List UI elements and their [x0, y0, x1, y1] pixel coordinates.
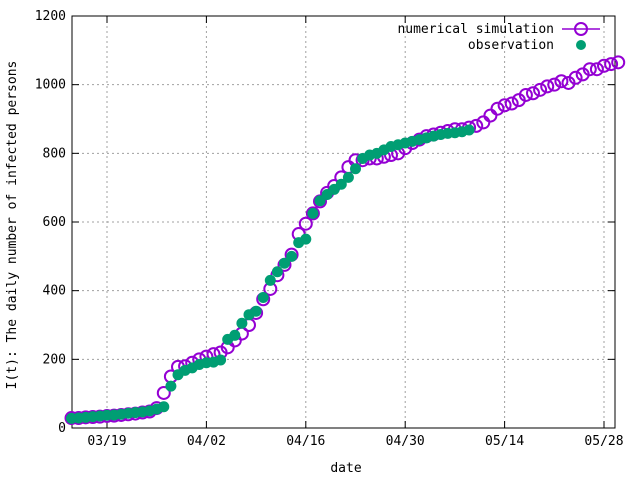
- simulation-point: [540, 79, 555, 94]
- x-tick-label: 05/14: [485, 434, 524, 449]
- observation-point: [279, 257, 290, 269]
- x-tick-label: 05/28: [584, 434, 623, 449]
- observation-point: [271, 266, 283, 278]
- simulation-point: [568, 70, 583, 85]
- observation-point: [350, 163, 361, 175]
- observation-point: [158, 401, 170, 413]
- y-tick-label: 1200: [35, 9, 66, 24]
- y-tick-label: 200: [43, 352, 66, 367]
- y-tick-label: 600: [43, 215, 66, 230]
- data-markers: [64, 55, 626, 426]
- y-tick-label: 400: [43, 284, 66, 299]
- legend-label-simulation: numerical simulation: [397, 22, 554, 37]
- simulation-point: [611, 55, 626, 70]
- grid-lines: [72, 16, 615, 428]
- simulation-point: [547, 77, 562, 92]
- observation-point: [229, 329, 241, 341]
- simulation-point: [298, 216, 313, 231]
- y-axis-label: I(t): The daily number of infected perso…: [5, 61, 20, 390]
- observation-point: [264, 274, 276, 286]
- simulation-point: [490, 101, 505, 116]
- simulation-point: [582, 62, 597, 77]
- observation-point: [314, 195, 326, 207]
- x-tick-label: 04/16: [286, 434, 325, 449]
- simulation-point: [497, 98, 512, 113]
- simulation-point: [156, 385, 171, 400]
- x-axis-label: date: [330, 461, 361, 476]
- observation-point: [342, 171, 354, 183]
- legend-marker-simulation: [574, 22, 588, 36]
- legend-marker-observation: [576, 40, 586, 50]
- simulation-point: [305, 206, 320, 221]
- observation-point: [307, 207, 319, 219]
- x-tick-label: 04/30: [386, 434, 425, 449]
- simulation-point: [554, 74, 569, 89]
- observation-point: [257, 292, 269, 304]
- observation-point: [165, 380, 177, 392]
- y-tick-label: 0: [58, 421, 66, 436]
- legend: numerical simulation observation: [397, 22, 600, 53]
- simulation-point: [589, 62, 604, 77]
- simulation-point: [476, 115, 491, 130]
- axis-ticks: 0 200 400 600 800 1000 1200 03/19 04/02 04/16 04/3…: [35, 9, 624, 449]
- simulation-point: [597, 58, 611, 73]
- x-tick-label: 04/02: [187, 434, 226, 449]
- simulation-point: [483, 108, 498, 123]
- observation-point: [236, 317, 248, 329]
- legend-label-observation: observation: [468, 38, 554, 53]
- simulation-point: [504, 96, 519, 111]
- observation-point: [215, 354, 227, 366]
- observation-point: [250, 305, 262, 317]
- observation-point: [286, 250, 298, 262]
- simulation-point: [518, 87, 533, 102]
- simulation-point: [604, 57, 619, 72]
- y-tick-label: 800: [43, 146, 66, 161]
- simulation-point: [533, 82, 548, 97]
- simulation-point: [526, 86, 540, 101]
- observation-point: [300, 233, 312, 245]
- x-tick-label: 03/19: [87, 434, 126, 449]
- y-tick-label: 1000: [35, 78, 66, 93]
- observation-point: [335, 178, 347, 190]
- observation-point: [463, 124, 475, 136]
